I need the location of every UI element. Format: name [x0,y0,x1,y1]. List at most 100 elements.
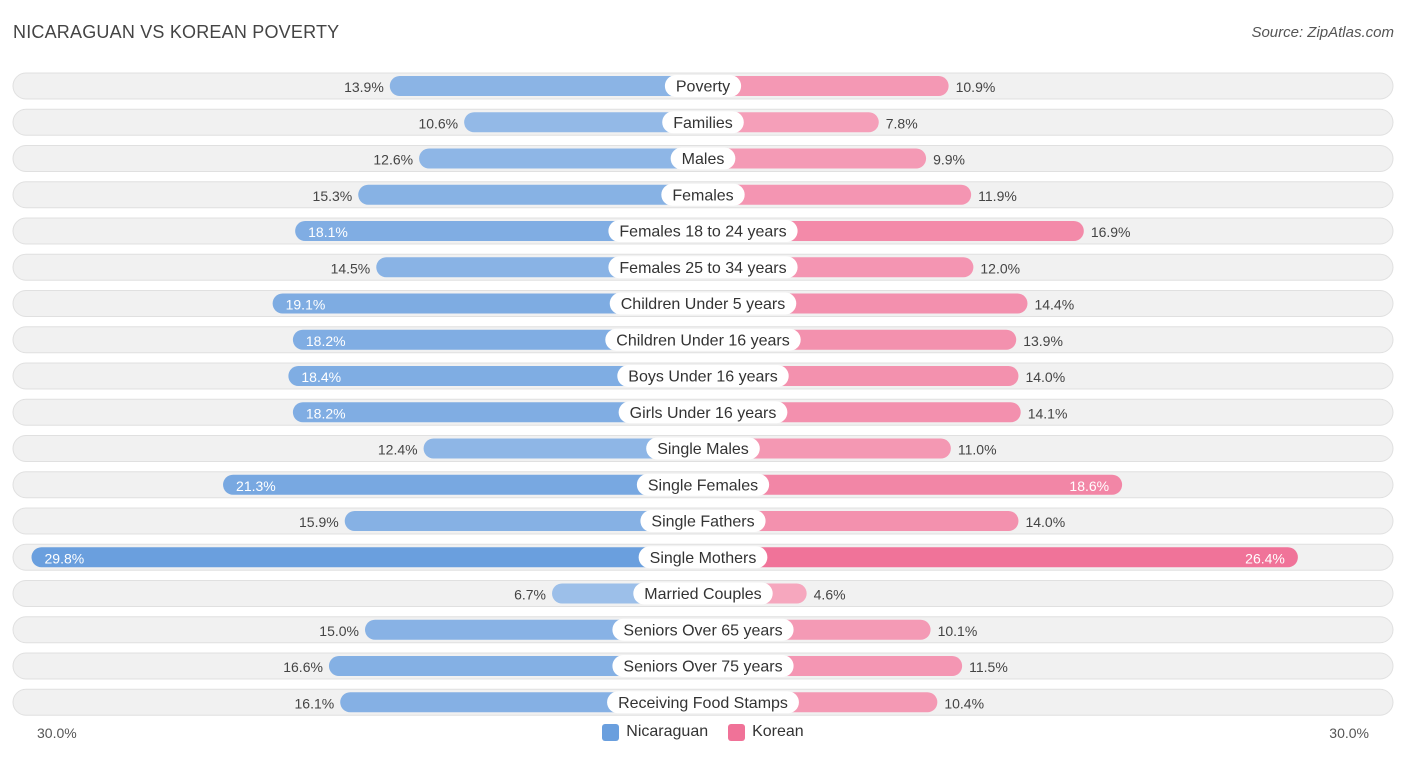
value-label-korean: 26.4% [1245,550,1285,566]
value-label-nicaraguan: 18.4% [301,369,341,385]
category-label-pill [646,437,760,460]
value-label-nicaraguan: 16.6% [283,659,323,675]
category-label-pill [661,183,745,206]
bar-nicaraguan [223,474,704,495]
bar-nicaraguan [31,547,704,568]
category-label-pill [607,691,799,714]
chart-row: Single Mothers 29.8% 26.4% [12,543,1394,571]
value-label-korean: 11.0% [958,442,997,458]
value-label-korean: 14.0% [1025,514,1065,530]
bar-korean [703,511,1019,531]
chart-row: Seniors Over 65 years 15.0% 10.1% [12,616,1394,644]
value-label-korean: 10.4% [944,695,984,711]
chart-canvas: Poverty 13.9% 10.9% Families 10.6% 7.8% Males 1… [12,72,1394,716]
value-label-nicaraguan: 15.3% [313,188,353,204]
category-label: Females 25 to 34 years [619,260,786,277]
category-label: Single Fathers [651,514,754,531]
category-label-pill [605,328,801,351]
chart-row: Seniors Over 75 years 16.6% 11.5% [12,652,1394,680]
bar-nicaraguan [419,148,703,169]
legend-item-korean[interactable]: Korean [728,723,804,741]
bar-korean [703,112,879,133]
value-label-nicaraguan: 13.9% [344,79,384,95]
value-label-korean: 16.9% [1091,224,1131,240]
category-label-pill [670,147,736,170]
axis-max-label-right: 30.0% [1329,725,1369,741]
category-label: Single Females [648,477,758,494]
value-label-nicaraguan: 14.5% [331,260,371,276]
bar-nicaraguan [292,329,703,350]
bar-korean [703,148,927,169]
chart-title: NICARAGUAN VS KOREAN POVERTY [13,22,340,42]
category-label: Males [682,151,725,168]
category-label: Seniors Over 65 years [623,622,782,639]
bar-nicaraguan [344,511,703,531]
value-label-korean: 14.1% [1028,405,1068,421]
bar-korean [703,474,1123,495]
value-label-nicaraguan: 18.2% [306,333,346,349]
category-label-pill [612,655,794,677]
category-label-pill [638,546,768,569]
bar-nicaraguan [288,366,703,386]
axis-min-label-left: 30.0% [37,725,77,741]
chart-row: Boys Under 16 years 18.4% 14.0% [12,362,1394,390]
chart-row: Females 25 to 34 years 14.5% 12.0% [12,253,1394,281]
chart-row: Girls Under 16 years 18.2% 14.1% [12,398,1394,426]
category-label: Females 18 to 24 years [619,224,786,241]
legend-item-nicaraguan[interactable]: Nicaraguan [602,723,708,741]
category-label-pill [633,582,773,605]
source-note: Source: ZipAtlas.com [1251,24,1394,41]
category-label: Females [672,187,733,204]
chart-row: Single Females 21.3% 18.6% [12,471,1394,499]
value-label-korean: 4.6% [814,587,846,603]
bar-nicaraguan [423,438,703,459]
chart-row: Poverty 13.9% 10.9% [12,72,1394,100]
bar-nicaraguan [358,184,703,205]
chart-row: Single Males 12.4% 11.0% [12,435,1394,462]
value-label-korean: 14.4% [1034,297,1074,313]
category-label-pill [662,111,744,134]
value-label-nicaraguan: 16.1% [295,695,335,711]
value-label-korean: 18.6% [1069,478,1109,494]
bar-korean [703,76,949,96]
value-label-nicaraguan: 15.9% [299,514,339,530]
value-label-nicaraguan: 6.7% [514,587,546,603]
bar-korean [703,184,972,205]
bar-nicaraguan [292,402,703,423]
bar-nicaraguan [389,76,703,96]
category-label-pill [609,292,797,315]
value-label-nicaraguan: 21.3% [236,478,276,494]
chart-row: Children Under 5 years 19.1% 14.4% [12,290,1394,317]
chart-row: Females 15.3% 11.9% [12,181,1394,209]
category-label: Single Mothers [650,550,757,567]
category-label: Children Under 16 years [616,332,789,349]
value-label-nicaraguan: 18.2% [306,405,346,421]
value-label-korean: 10.1% [938,623,978,639]
value-label-korean: 10.9% [956,79,996,95]
chart-row: Married Couples 6.7% 4.6% [12,580,1394,607]
value-label-nicaraguan: 29.8% [45,550,85,566]
category-label: Boys Under 16 years [628,369,777,386]
value-label-nicaraguan: 12.6% [373,152,413,168]
category-label-pill [636,473,770,496]
bar-nicaraguan [272,293,703,314]
value-label-nicaraguan: 18.1% [308,224,348,240]
category-label: Poverty [676,79,730,96]
chart-row: Males 12.6% 9.9% [12,145,1394,172]
legend-label-nicaraguan: Nicaraguan [626,723,709,740]
bar-korean [703,438,951,459]
chart-row: Children Under 16 years 18.2% 13.9% [12,326,1394,354]
legend-swatch-korean [728,723,746,741]
value-label-korean: 9.9% [933,152,965,168]
value-label-korean: 11.5% [969,659,1008,675]
value-label-nicaraguan: 12.4% [378,442,418,458]
category-label: Girls Under 16 years [630,405,777,422]
bar-nicaraguan [328,656,703,676]
value-label-korean: 13.9% [1023,333,1063,349]
legend-swatch-nicaraguan [602,723,620,741]
value-label-korean: 7.8% [886,115,918,131]
chart-row: Single Fathers 15.9% 14.0% [12,507,1394,535]
value-label-korean: 12.0% [980,260,1020,276]
category-label: Married Couples [644,586,761,603]
chart-row: Females 18 to 24 years 18.1% 16.9% [12,217,1394,245]
